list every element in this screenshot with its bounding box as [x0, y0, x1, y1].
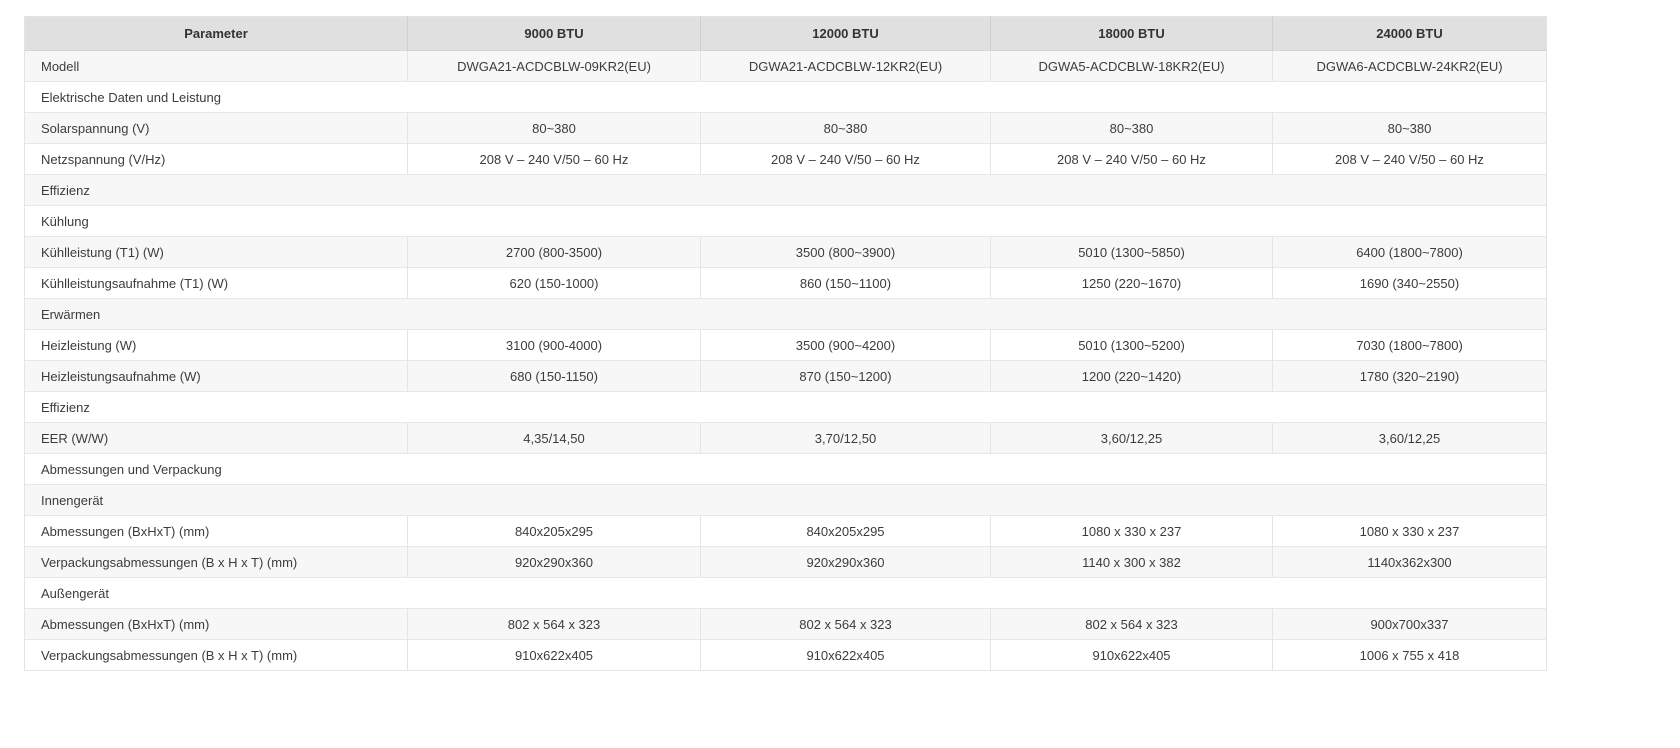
table-row: Kühlleistung (T1) (W) 2700 (800-3500) 3500… — [24, 236, 1547, 268]
row-label: Abmessungen (BxHxT) (mm) — [24, 515, 408, 547]
cell-value: 802 x 564 x 323 — [407, 608, 701, 640]
cell-value: 5010 (1300~5850) — [990, 236, 1273, 268]
cell-value: 840x205x295 — [700, 515, 991, 547]
row-label: Heizleistung (W) — [24, 329, 408, 361]
cell-value: DGWA5-ACDCBLW-18KR2(EU) — [990, 50, 1273, 82]
cell-value: 1080 x 330 x 237 — [990, 515, 1273, 547]
cell-value: 1006 x 755 x 418 — [1272, 639, 1547, 671]
cell-value: 802 x 564 x 323 — [700, 608, 991, 640]
cell-value: 80~380 — [990, 112, 1273, 144]
table-body: Modell DWGA21-ACDCBLW-09KR2(EU) DGWA21-ACD… — [24, 50, 1547, 671]
table-row: Solarspannung (V) 80~380 80~380 80~380 80~38… — [24, 112, 1547, 144]
section-row: Elektrische Daten und Leistung — [24, 81, 1547, 113]
column-header-24000-btu: 24000 BTU — [1272, 16, 1547, 51]
cell-value: 910x622x405 — [990, 639, 1273, 671]
cell-value: 910x622x405 — [407, 639, 701, 671]
spec-table-container: Parameter 9000 BTU 12000 BTU 18000 BTU 24000… — [24, 16, 1547, 671]
section-label: Erwärmen — [24, 298, 1547, 330]
cell-value: 1080 x 330 x 237 — [1272, 515, 1547, 547]
column-header-9000-btu: 9000 BTU — [407, 16, 701, 51]
cell-value: 1690 (340~2550) — [1272, 267, 1547, 299]
column-header-12000-btu: 12000 BTU — [700, 16, 991, 51]
row-label: Heizleistungsaufnahme (W) — [24, 360, 408, 392]
row-label: Kühlleistung (T1) (W) — [24, 236, 408, 268]
row-label: EER (W/W) — [24, 422, 408, 454]
table-row: Heizleistung (W) 3100 (900-4000) 3500 (900… — [24, 329, 1547, 361]
cell-value: 3,60/12,25 — [990, 422, 1273, 454]
column-header-parameter: Parameter — [24, 16, 408, 51]
cell-value: 208 V – 240 V/50 – 60 Hz — [1272, 143, 1547, 175]
cell-value: 1140 x 300 x 382 — [990, 546, 1273, 578]
section-label: Kühlung — [24, 205, 1547, 237]
cell-value: 1250 (220~1670) — [990, 267, 1273, 299]
cell-value: DGWA21-ACDCBLW-12KR2(EU) — [700, 50, 991, 82]
cell-value: 620 (150-1000) — [407, 267, 701, 299]
cell-value: 870 (150~1200) — [700, 360, 991, 392]
table-row: Abmessungen (BxHxT) (mm) 802 x 564 x 323 8… — [24, 608, 1547, 640]
table-row: EER (W/W) 4,35/14,50 3,70/12,50 3,60/12,25 3… — [24, 422, 1547, 454]
row-label: Solarspannung (V) — [24, 112, 408, 144]
cell-value: 1780 (320~2190) — [1272, 360, 1547, 392]
section-label: Effizienz — [24, 391, 1547, 423]
section-row: Effizienz — [24, 174, 1547, 206]
row-label: Kühlleistungsaufnahme (T1) (W) — [24, 267, 408, 299]
section-row: Kühlung — [24, 205, 1547, 237]
table-row: Modell DWGA21-ACDCBLW-09KR2(EU) DGWA21-ACD… — [24, 50, 1547, 82]
section-row: Außengerät — [24, 577, 1547, 609]
cell-value: 80~380 — [407, 112, 701, 144]
table-header: Parameter 9000 BTU 12000 BTU 18000 BTU 24000… — [24, 16, 1547, 51]
row-label: Netzspannung (V/Hz) — [24, 143, 408, 175]
table-row: Kühlleistungsaufnahme (T1) (W) 620 (150-1… — [24, 267, 1547, 299]
cell-value: 3500 (800~3900) — [700, 236, 991, 268]
cell-value: 80~380 — [1272, 112, 1547, 144]
section-label: Außengerät — [24, 577, 1547, 609]
cell-value: DGWA6-ACDCBLW-24KR2(EU) — [1272, 50, 1547, 82]
section-label: Effizienz — [24, 174, 1547, 206]
header-row: Parameter 9000 BTU 12000 BTU 18000 BTU 24000… — [24, 16, 1547, 51]
cell-value: 3,70/12,50 — [700, 422, 991, 454]
table-row: Heizleistungsaufnahme (W) 680 (150-1150) 8… — [24, 360, 1547, 392]
cell-value: 840x205x295 — [407, 515, 701, 547]
row-label: Verpackungsabmessungen (B x H x T) (mm) — [24, 546, 408, 578]
cell-value: 1140x362x300 — [1272, 546, 1547, 578]
section-label: Innengerät — [24, 484, 1547, 516]
row-label: Verpackungsabmessungen (B x H x T) (mm) — [24, 639, 408, 671]
cell-value: 5010 (1300~5200) — [990, 329, 1273, 361]
section-label: Abmessungen und Verpackung — [24, 453, 1547, 485]
cell-value: 7030 (1800~7800) — [1272, 329, 1547, 361]
cell-value: 208 V – 240 V/50 – 60 Hz — [990, 143, 1273, 175]
table-row: Abmessungen (BxHxT) (mm) 840x205x295 840x2… — [24, 515, 1547, 547]
section-row: Innengerät — [24, 484, 1547, 516]
cell-value: 900x700x337 — [1272, 608, 1547, 640]
cell-value: 920x290x360 — [407, 546, 701, 578]
cell-value: 6400 (1800~7800) — [1272, 236, 1547, 268]
cell-value: 802 x 564 x 323 — [990, 608, 1273, 640]
row-label: Modell — [24, 50, 408, 82]
cell-value: 860 (150~1100) — [700, 267, 991, 299]
spec-table: Parameter 9000 BTU 12000 BTU 18000 BTU 24000… — [24, 16, 1547, 671]
cell-value: 920x290x360 — [700, 546, 991, 578]
table-row: Netzspannung (V/Hz) 208 V – 240 V/50 – 60… — [24, 143, 1547, 175]
cell-value: 3100 (900-4000) — [407, 329, 701, 361]
cell-value: 208 V – 240 V/50 – 60 Hz — [407, 143, 701, 175]
cell-value: 80~380 — [700, 112, 991, 144]
row-label: Abmessungen (BxHxT) (mm) — [24, 608, 408, 640]
cell-value: 910x622x405 — [700, 639, 991, 671]
cell-value: 4,35/14,50 — [407, 422, 701, 454]
cell-value: 3500 (900~4200) — [700, 329, 991, 361]
cell-value: 3,60/12,25 — [1272, 422, 1547, 454]
cell-value: 2700 (800-3500) — [407, 236, 701, 268]
section-row: Effizienz — [24, 391, 1547, 423]
cell-value: 208 V – 240 V/50 – 60 Hz — [700, 143, 991, 175]
table-row: Verpackungsabmessungen (B x H x T) (mm) 9… — [24, 546, 1547, 578]
section-row: Erwärmen — [24, 298, 1547, 330]
section-row: Abmessungen und Verpackung — [24, 453, 1547, 485]
section-label: Elektrische Daten und Leistung — [24, 81, 1547, 113]
cell-value: 1200 (220~1420) — [990, 360, 1273, 392]
column-header-18000-btu: 18000 BTU — [990, 16, 1273, 51]
cell-value: 680 (150-1150) — [407, 360, 701, 392]
cell-value: DWGA21-ACDCBLW-09KR2(EU) — [407, 50, 701, 82]
table-row: Verpackungsabmessungen (B x H x T) (mm) 9… — [24, 639, 1547, 671]
